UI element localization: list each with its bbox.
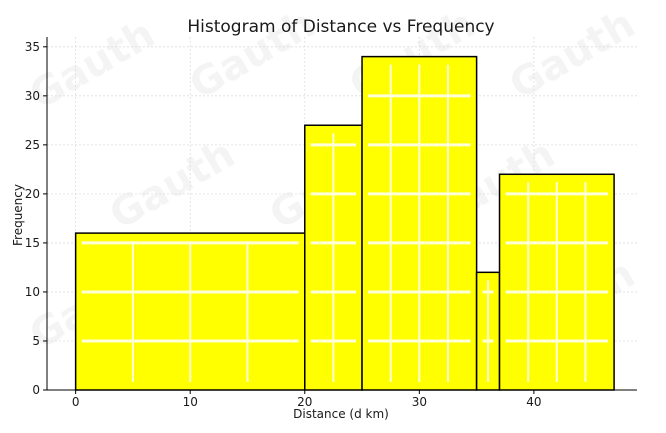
histogram-bar <box>74 232 306 391</box>
histogram-bar <box>498 173 615 391</box>
x-tick-label: 40 <box>526 395 541 409</box>
watermark-text: Gauth <box>102 131 243 239</box>
x-tick-label: 30 <box>412 395 427 409</box>
x-tick-label: 20 <box>297 395 312 409</box>
y-tick-label: 15 <box>25 236 40 250</box>
y-tick-label: 20 <box>25 187 40 201</box>
y-axis-label: Frequency <box>11 184 25 246</box>
y-tick-label: 30 <box>25 89 40 103</box>
y-tick-label: 25 <box>25 138 40 152</box>
bar-pattern <box>310 133 357 382</box>
histogram-bar <box>304 124 363 391</box>
x-axis-label: Distance (d km) <box>293 407 389 421</box>
bar-pattern <box>81 241 299 382</box>
y-tick-label: 5 <box>32 334 40 348</box>
watermark-text: Gauth <box>22 11 163 119</box>
bar-pattern <box>368 64 471 382</box>
y-tick-label: 35 <box>25 40 40 54</box>
x-tick-label: 10 <box>183 395 198 409</box>
y-ticks: 0 5 10 15 20 25 30 35 <box>25 40 47 397</box>
bar-pattern <box>482 280 494 382</box>
bars-group <box>74 55 615 391</box>
x-ticks: 0 10 20 30 40 <box>72 390 542 409</box>
watermark-text: Gauth <box>502 1 643 109</box>
y-tick-label: 0 <box>32 383 40 397</box>
histogram-bar <box>475 271 501 391</box>
bar-pattern <box>505 182 609 382</box>
histogram-bar <box>361 55 478 391</box>
y-tick-label: 10 <box>25 285 40 299</box>
x-tick-label: 0 <box>72 395 80 409</box>
chart-title: Histogram of Distance vs Frequency <box>187 17 494 37</box>
